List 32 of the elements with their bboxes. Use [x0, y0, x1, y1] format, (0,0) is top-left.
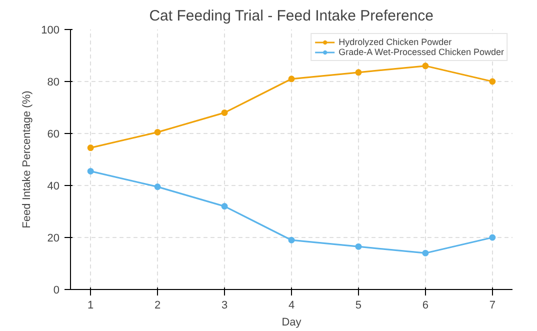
point	[355, 243, 362, 250]
y-tick-label: 60	[47, 128, 60, 140]
point	[422, 250, 429, 256]
point	[288, 236, 295, 244]
y-tick-label: 20	[47, 232, 60, 244]
x-tick-label: 2	[154, 300, 161, 312]
point	[87, 144, 94, 152]
x-tick-label: 7	[489, 300, 496, 312]
y-tick-label: 40	[47, 180, 60, 192]
point	[87, 168, 94, 174]
point	[221, 109, 228, 116]
point	[221, 203, 228, 210]
point	[355, 69, 362, 76]
x-tick-label: 6	[422, 300, 429, 312]
y-axis-title: Feed Intake Percentage (%)	[21, 90, 34, 228]
point	[489, 78, 496, 85]
x-tick-label: 1	[88, 300, 94, 312]
legend-label: Hydrolyzed Chicken Powder	[338, 37, 452, 47]
x-tick-label: 4	[288, 300, 295, 312]
point	[422, 62, 429, 70]
x-tick-label: 3	[221, 300, 228, 312]
x-axis-title: Day	[282, 316, 302, 328]
y-tick-label: 80	[47, 76, 60, 88]
y-tick-label: 100	[41, 24, 60, 36]
point	[154, 184, 161, 190]
y-tick-label: 0	[53, 284, 60, 296]
point	[489, 234, 496, 241]
chart-title: Cat Feeding Trial - Feed Intake Preference	[149, 8, 434, 24]
point	[154, 128, 161, 136]
point	[288, 76, 295, 82]
x-tick-label: 5	[355, 300, 362, 312]
legend-label: Grade-A Wet-Processed Chicken Powder	[338, 47, 504, 57]
